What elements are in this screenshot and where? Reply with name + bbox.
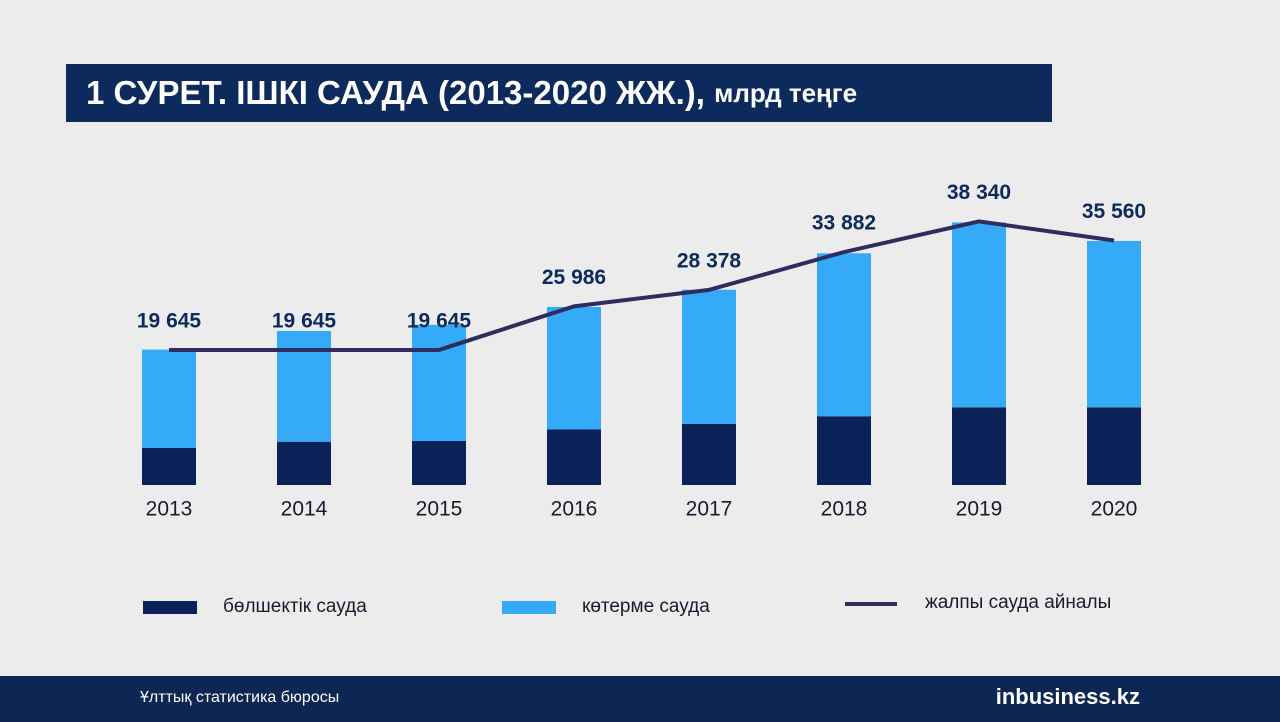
legend-swatch [502, 601, 556, 614]
bar-segment [547, 306, 601, 430]
legend-label: жалпы сауда айналы [925, 592, 1111, 613]
bar-segment [817, 253, 871, 417]
x-tick-label: 2019 [956, 498, 1003, 521]
bar-segment [952, 407, 1006, 485]
bar-segment [1087, 407, 1141, 485]
title-box [66, 64, 1052, 122]
chart-title: 1 СУРЕТ. ІШКІ САУДА (2013-2020 ЖЖ.), млр… [86, 74, 857, 111]
data-label: 19 645 [407, 309, 472, 332]
data-label: 25 986 [542, 266, 606, 289]
title-main: 1 СУРЕТ. ІШКІ САУДА (2013-2020 ЖЖ.), [86, 74, 705, 111]
x-tick-label: 2016 [551, 498, 598, 521]
source: Ұлттық статистика бюросы [140, 689, 339, 706]
bar-segment [682, 289, 736, 424]
data-label: 33 882 [812, 212, 876, 235]
data-label: 35 560 [1082, 200, 1146, 223]
x-tick-label: 2020 [1091, 498, 1138, 521]
bar-segment [412, 441, 466, 485]
x-tick-label: 2017 [686, 498, 733, 521]
total-line [169, 219, 1115, 352]
title-unit: млрд теңге [714, 78, 857, 108]
bar-segment [817, 416, 871, 485]
footer-bar [0, 676, 1280, 722]
bar-segment [142, 447, 196, 485]
data-label: 38 340 [947, 181, 1011, 204]
bar-segment [952, 222, 1006, 408]
data-label: 28 378 [677, 249, 742, 272]
bar-segment [547, 429, 601, 485]
data-label: 19 645 [137, 309, 202, 332]
bar-segment [277, 441, 331, 485]
bar-segment [682, 423, 736, 485]
x-tick-label: 2014 [281, 498, 328, 521]
legend-label: көтерме сауда [582, 596, 710, 617]
legend-label: бөлшектік сауда [223, 596, 367, 617]
x-tick-label: 2013 [146, 498, 193, 521]
legend-swatch [143, 601, 197, 614]
bar-segment [142, 349, 196, 448]
logo: inbusiness.kz [996, 684, 1140, 709]
data-label: 19 645 [272, 309, 337, 332]
x-tick-label: 2018 [821, 498, 868, 521]
bar-segment [277, 331, 331, 442]
bar-segment [1087, 240, 1141, 408]
x-tick-label: 2015 [416, 498, 463, 521]
